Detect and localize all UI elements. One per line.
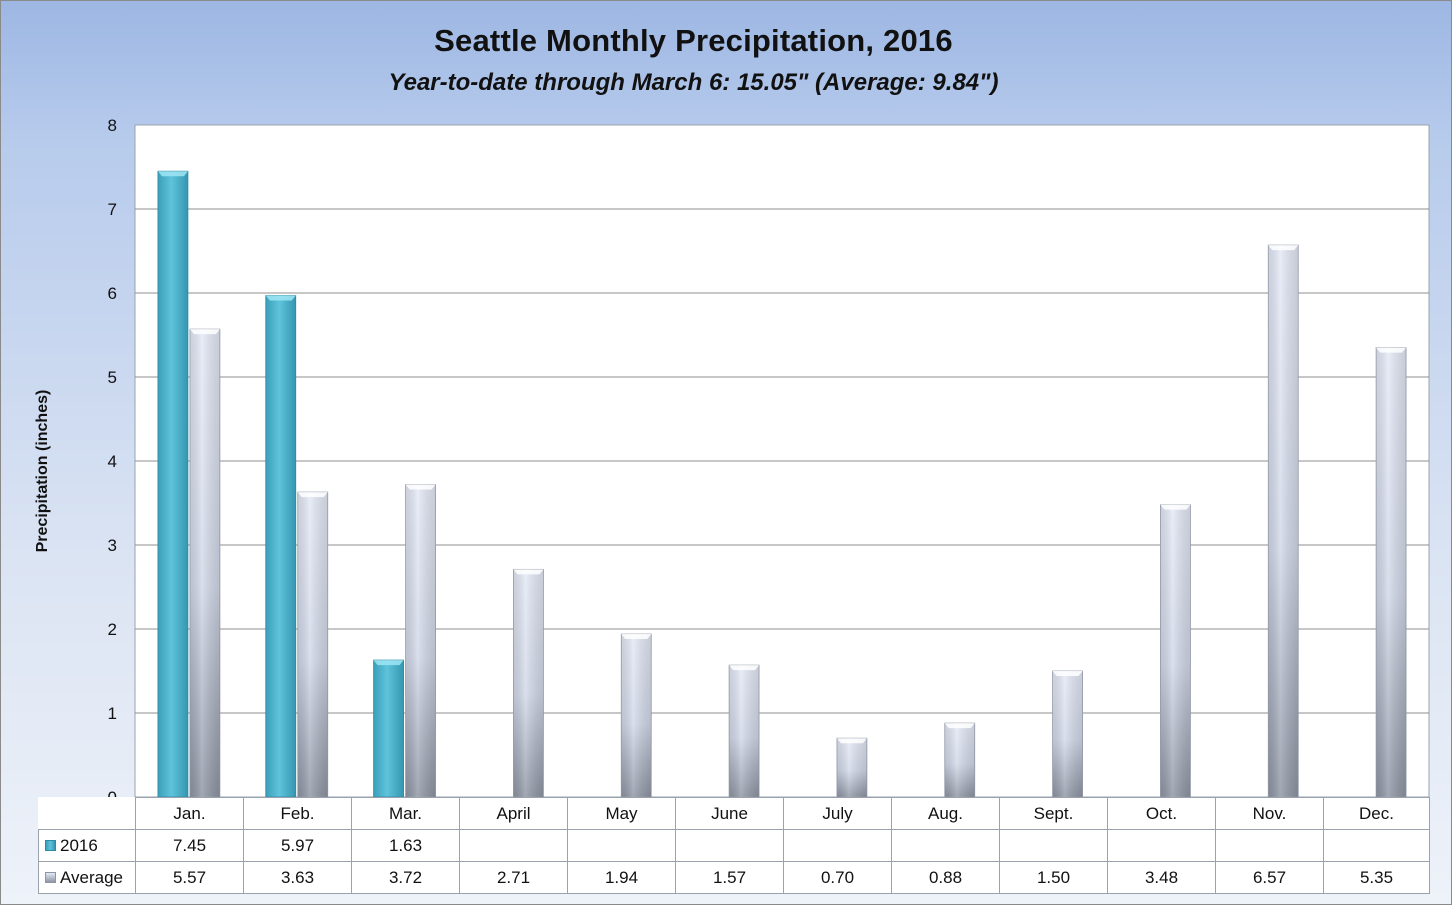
- bar-average: [1375, 347, 1407, 798]
- data-label: 5.35: [1323, 861, 1430, 894]
- data-label: 1.50: [999, 861, 1108, 894]
- data-label: 7.45: [135, 829, 244, 862]
- bar-average: [728, 664, 760, 798]
- gridlines: [135, 208, 1429, 714]
- data-label: [1323, 829, 1430, 862]
- bar-average: [944, 722, 976, 798]
- data-label: [999, 829, 1108, 862]
- chart-title: Seattle Monthly Precipitation, 2016: [434, 23, 953, 58]
- data-table: Jan. Feb. Mar. April May June July Aug. Sept. Oct…: [38, 797, 1430, 894]
- bar-2016: [373, 659, 404, 798]
- data-label: 1.63: [351, 829, 460, 862]
- bar-average: [513, 568, 544, 798]
- x-tick-label: Nov.: [1215, 797, 1324, 830]
- x-tick-label: Dec.: [1323, 797, 1430, 830]
- x-tick-label: Aug.: [891, 797, 1000, 830]
- chart-subtitle: Year-to-date through March 6: 15.05" (Av…: [388, 69, 999, 96]
- legend-swatch: [45, 871, 56, 883]
- bar-average: [1267, 244, 1299, 798]
- legend-row-2016: 2016 7.45 5.97 1.63: [38, 829, 1430, 862]
- y-tick-label: 2: [108, 620, 117, 639]
- legend-entry: Average: [38, 861, 136, 894]
- x-tick-label: Mar.: [351, 797, 460, 830]
- data-label: 1.57: [675, 861, 784, 894]
- data-label: 1.94: [567, 861, 676, 894]
- data-label: [783, 829, 892, 862]
- x-axis-category-row: Jan. Feb. Mar. April May June July Aug. Sept. Oct…: [38, 797, 1430, 830]
- bar-average: [297, 491, 329, 798]
- y-tick-label: 0: [108, 788, 117, 801]
- x-tick-label: May: [567, 797, 676, 830]
- bar-average: [189, 328, 221, 798]
- x-tick-label: Sept.: [999, 797, 1108, 830]
- legend-label: 2016: [60, 835, 98, 855]
- data-label: 6.57: [1215, 861, 1324, 894]
- x-tick-label: Feb.: [243, 797, 352, 830]
- legend-entry: 2016: [38, 829, 136, 862]
- data-label: [891, 829, 1000, 862]
- data-label: 0.88: [891, 861, 1000, 894]
- data-label: [1107, 829, 1216, 862]
- data-label: 5.97: [243, 829, 352, 862]
- y-tick-label: 5: [108, 368, 117, 387]
- y-tick-label: 3: [108, 536, 117, 555]
- y-tick-label: 7: [108, 200, 117, 219]
- bar-average: [836, 737, 868, 798]
- x-tick-label: Oct.: [1107, 797, 1216, 830]
- legend-row-average: Average 5.57 3.63 3.72 2.71 1.94 1.57 0.70 0.88 1…: [38, 861, 1430, 894]
- data-label: 3.63: [243, 861, 352, 894]
- y-tick-label: 1: [108, 704, 117, 723]
- plot-area: 0 1 2 3 4 5 6 7 8: [108, 116, 1430, 801]
- table-corner: [38, 797, 136, 830]
- y-tick-label: 6: [108, 284, 117, 303]
- data-label: [675, 829, 784, 862]
- y-tick-label: 8: [108, 116, 117, 135]
- bar-2016: [157, 170, 189, 798]
- data-label: 3.72: [351, 861, 460, 894]
- y-tick-label: 4: [108, 452, 117, 471]
- data-label: [459, 829, 568, 862]
- data-label: 2.71: [459, 861, 568, 894]
- bar-average: [620, 633, 652, 798]
- bar-average: [1052, 670, 1083, 798]
- data-label: [1215, 829, 1324, 862]
- data-label: [567, 829, 676, 862]
- legend-label: Average: [60, 867, 124, 887]
- bar-2016: [265, 295, 297, 798]
- data-label: 5.57: [135, 861, 244, 894]
- x-tick-label: June: [675, 797, 784, 830]
- x-tick-label: April: [459, 797, 568, 830]
- x-tick-label: Jan.: [135, 797, 244, 830]
- x-tick-label: July: [783, 797, 892, 830]
- y-axis-ticks: 0 1 2 3 4 5 6 7 8: [108, 116, 117, 801]
- bar-average: [405, 484, 436, 798]
- data-label: 0.70: [783, 861, 892, 894]
- legend-swatch: [45, 839, 56, 851]
- bars: [157, 170, 1407, 798]
- bar-average: [1160, 504, 1191, 798]
- data-label: 3.48: [1107, 861, 1216, 894]
